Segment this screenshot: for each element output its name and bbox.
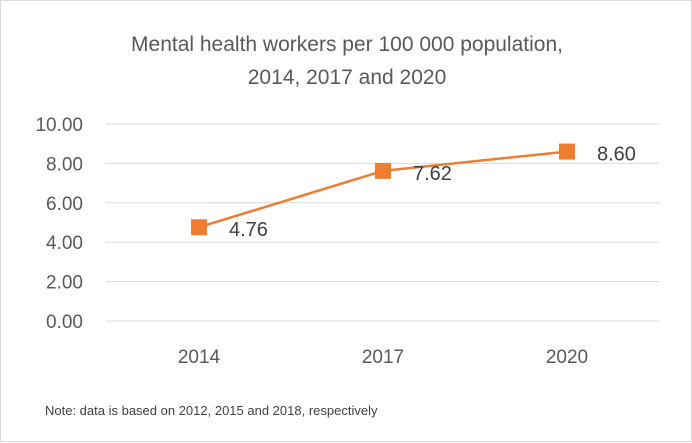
x-tick-label: 2017 (362, 347, 404, 368)
data-point-marker (375, 162, 391, 179)
data-point-marker (191, 219, 207, 236)
data-labels: 4.76 7.62 8.60 (229, 144, 636, 242)
y-axis-tick-labels: 0.00 2.00 4.00 6.00 8.00 10.00 (35, 115, 83, 333)
chart-title-line: Mental health workers per 100 000 popula… (131, 33, 563, 56)
data-point-marker (559, 143, 575, 160)
series (191, 143, 575, 236)
data-label: 4.76 (229, 219, 268, 241)
chart-title-line: 2014, 2017 and 2020 (248, 66, 447, 89)
data-label: 7.62 (413, 163, 452, 185)
data-label: 8.60 (597, 144, 636, 166)
y-tick-label: 4.00 (46, 233, 83, 254)
y-tick-label: 0.00 (46, 312, 83, 333)
y-tick-label: 2.00 (46, 273, 83, 294)
chart-title: Mental health workers per 100 000 popula… (131, 33, 563, 89)
x-axis-tick-labels: 2014 2017 2020 (178, 347, 588, 368)
x-tick-label: 2020 (546, 347, 588, 368)
y-tick-label: 8.00 (46, 154, 83, 175)
y-tick-label: 6.00 (46, 194, 83, 215)
x-tick-label: 2014 (178, 347, 221, 368)
gridlines (106, 123, 659, 322)
chart-footnote: Note: data is based on 2012, 2015 and 20… (45, 403, 378, 418)
y-tick-label: 10.00 (35, 115, 83, 136)
